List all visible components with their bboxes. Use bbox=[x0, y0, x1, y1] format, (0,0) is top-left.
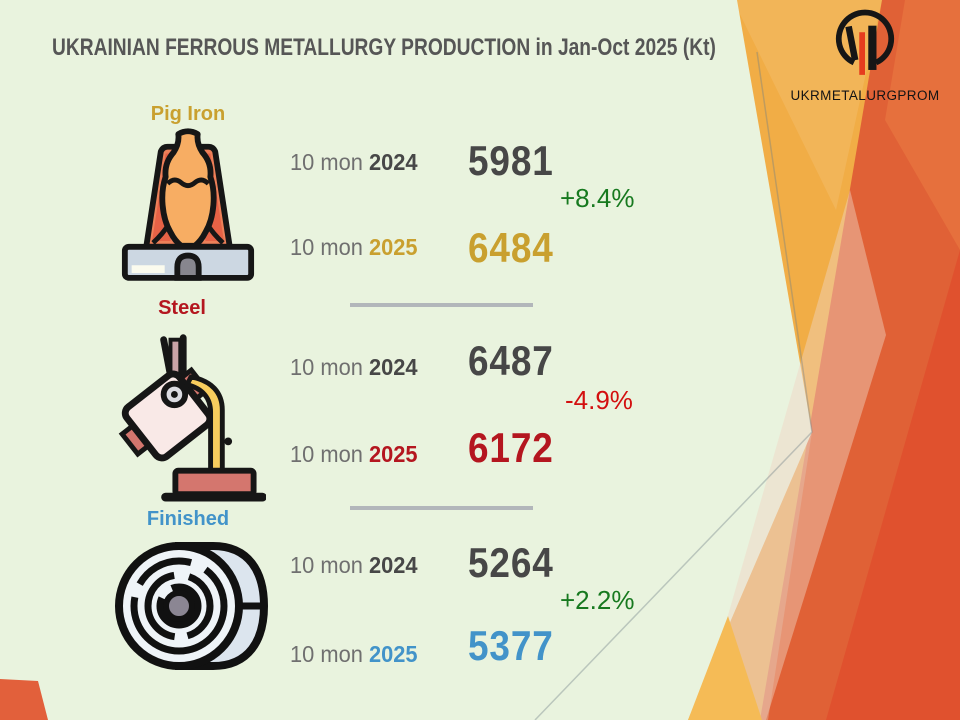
change-percent: -4.9% bbox=[565, 385, 633, 415]
period-label: 10 mon bbox=[290, 234, 363, 260]
period-label: 10 mon bbox=[290, 552, 363, 578]
period-row-2025: 10 mon 2025 bbox=[290, 234, 418, 261]
value-2024: 5264 bbox=[468, 539, 554, 586]
section-label-pig-iron: Pig Iron bbox=[150, 103, 226, 125]
period-label: 10 mon bbox=[290, 149, 363, 175]
period-row-2025: 10 mon 2025 bbox=[290, 641, 418, 668]
year-label: 2025 bbox=[368, 641, 418, 667]
value-2025: 6172 bbox=[468, 424, 554, 471]
period-row-2024: 10 mon 2024 bbox=[290, 354, 418, 381]
year-label: 2024 bbox=[368, 149, 418, 175]
value-2024: 5981 bbox=[468, 137, 554, 184]
blast-furnace-icon bbox=[121, 128, 255, 281]
section-label-finished: Finished bbox=[146, 508, 230, 530]
change-percent: +8.4% bbox=[560, 183, 635, 213]
value-2024: 6487 bbox=[468, 337, 554, 384]
section-divider bbox=[350, 303, 533, 307]
value-2025: 6484 bbox=[468, 224, 554, 271]
period-label: 10 mon bbox=[290, 441, 363, 467]
value-2025: 5377 bbox=[468, 622, 554, 669]
period-label: 10 mon bbox=[290, 641, 363, 667]
section-divider bbox=[350, 506, 533, 510]
year-label: 2024 bbox=[368, 552, 418, 578]
year-label: 2024 bbox=[368, 354, 418, 380]
slide-title: UKRAINIAN FERROUS METALLURGY PRODUCTION … bbox=[52, 34, 716, 61]
ukrmetalurgprom-logo-icon bbox=[835, 9, 895, 75]
period-row-2025: 10 mon 2025 bbox=[290, 441, 418, 468]
ladle-pouring-icon bbox=[118, 334, 266, 502]
period-row-2024: 10 mon 2024 bbox=[290, 149, 418, 176]
year-label: 2025 bbox=[368, 441, 418, 467]
period-label: 10 mon bbox=[290, 354, 363, 380]
logo-text: UKRMETALURGPROM bbox=[790, 88, 940, 103]
year-label: 2025 bbox=[368, 234, 418, 260]
change-percent: +2.2% bbox=[560, 585, 635, 615]
section-label-steel: Steel bbox=[158, 297, 206, 319]
steel-coil-icon bbox=[115, 542, 269, 670]
period-row-2024: 10 mon 2024 bbox=[290, 552, 418, 579]
